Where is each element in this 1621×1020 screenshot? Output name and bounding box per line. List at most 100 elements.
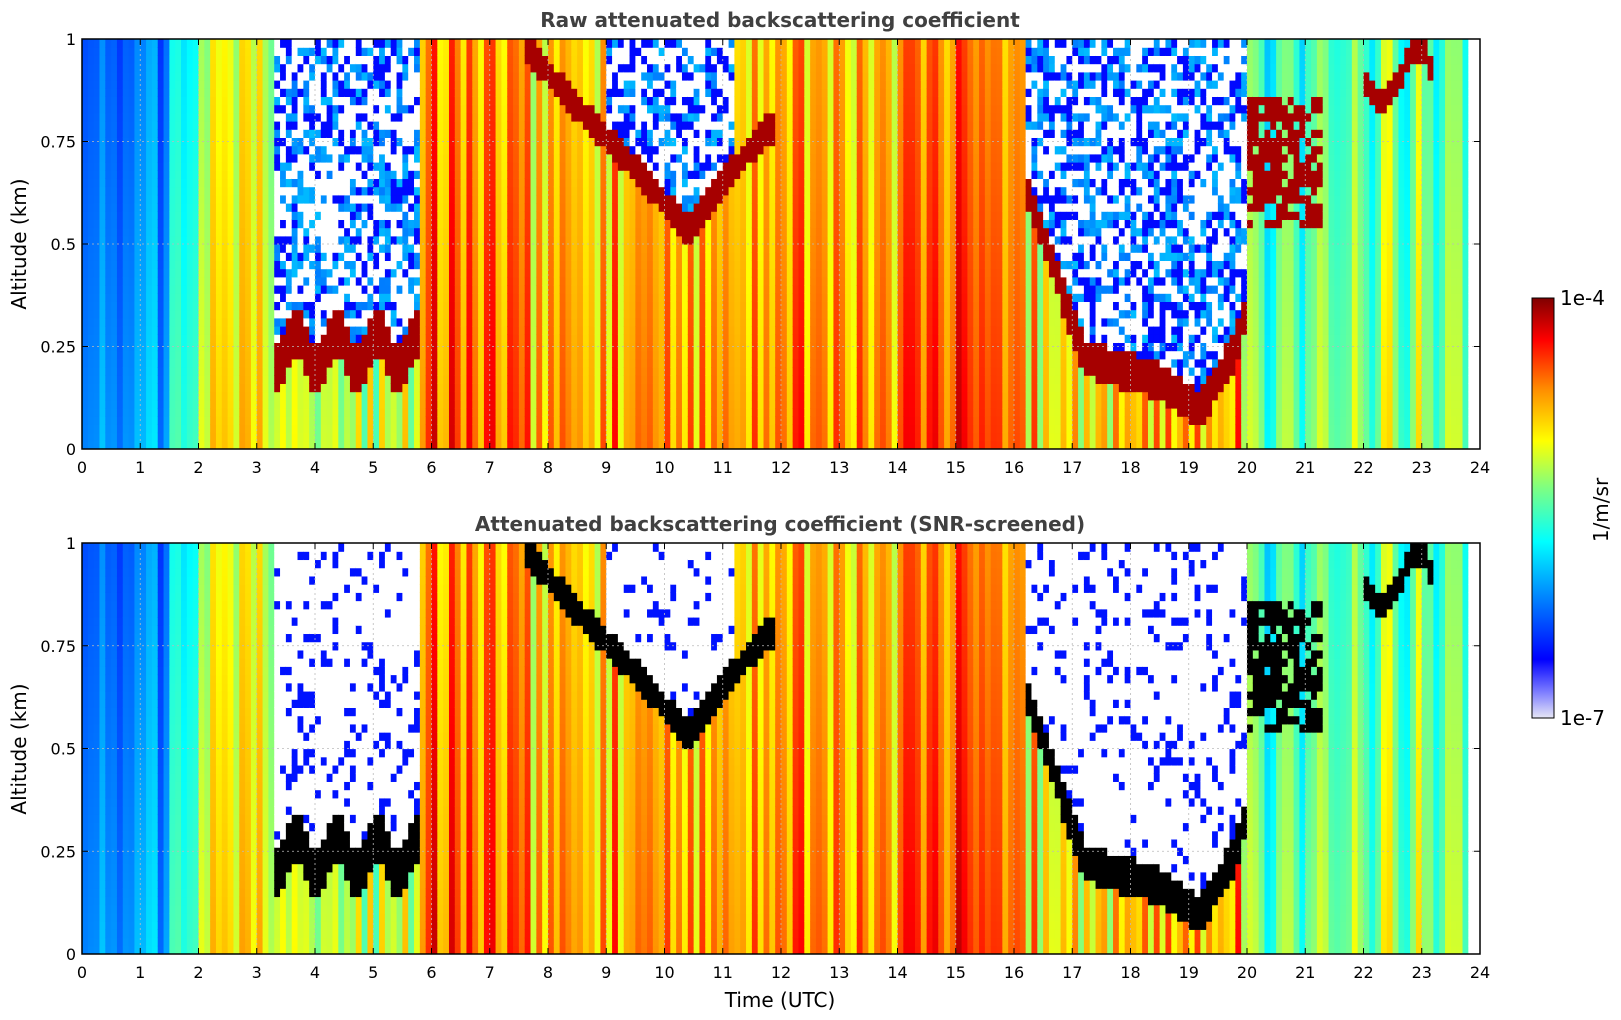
heatmap-cell (169, 408, 176, 417)
heatmap-cell (518, 211, 526, 220)
heatmap-cell (239, 334, 246, 343)
heatmap-cell (530, 252, 537, 261)
heatmap-cell (157, 153, 165, 163)
heatmap-cell (268, 440, 275, 449)
heatmap-cell (501, 96, 508, 106)
heatmap-cell (454, 285, 462, 294)
heatmap-cell (483, 293, 491, 302)
heatmap-cell (594, 55, 602, 65)
heatmap-cell (571, 96, 578, 106)
heatmap-cell (367, 88, 374, 97)
heatmap-cell (204, 358, 211, 368)
heatmap-cell (565, 227, 572, 237)
heatmap-cell (361, 137, 369, 147)
heatmap-cell (384, 367, 392, 376)
heatmap-cell (233, 104, 240, 114)
heatmap-cell (198, 80, 205, 89)
heatmap-cell (250, 63, 258, 73)
heatmap-cell (111, 367, 118, 376)
heatmap-cell (454, 375, 462, 384)
heatmap-cell (163, 104, 170, 114)
heatmap-cell (157, 104, 165, 114)
heatmap-cell (594, 276, 602, 286)
heatmap-cell (390, 268, 398, 278)
heatmap-cell (250, 367, 258, 376)
heatmap-cell (518, 334, 526, 343)
heatmap-cell (221, 383, 229, 393)
heatmap-cell (245, 276, 252, 286)
heatmap-cell (175, 55, 182, 65)
heatmap-cell (250, 227, 258, 237)
heatmap-cell (501, 432, 508, 442)
heatmap-cell (105, 104, 112, 114)
heatmap-cell (518, 63, 526, 73)
heatmap-cell (431, 47, 438, 56)
heatmap-cell (140, 88, 147, 97)
heatmap-cell (215, 145, 223, 155)
heatmap-cell (641, 342, 648, 352)
heatmap-cell (204, 285, 211, 294)
heatmap-cell (571, 121, 578, 130)
heatmap-cell (565, 268, 572, 278)
heatmap-cell (530, 367, 537, 376)
heatmap-cell (361, 268, 369, 278)
heatmap-cell (425, 71, 433, 81)
heatmap-cell (367, 432, 374, 442)
heatmap-cell (483, 260, 491, 270)
heatmap-cell (501, 178, 508, 188)
heatmap-cell (373, 358, 380, 368)
heatmap-cell (99, 399, 106, 409)
heatmap-cell (338, 391, 345, 401)
heatmap-cell (600, 424, 607, 434)
heatmap-cell (524, 104, 532, 114)
heatmap-cell (105, 309, 112, 319)
heatmap-cell (128, 367, 136, 376)
heatmap-cell (227, 88, 235, 97)
heatmap-cell (320, 326, 328, 335)
heatmap-cell (402, 301, 409, 311)
heatmap-cell (285, 317, 293, 327)
heatmap-cell (594, 260, 602, 270)
heatmap-cell (478, 367, 485, 376)
heatmap-cell (192, 80, 200, 89)
heatmap-cell (647, 63, 654, 73)
heatmap-cell (93, 309, 101, 319)
heatmap-cell (315, 219, 322, 229)
heatmap-cell (495, 55, 502, 65)
heatmap-cell (198, 227, 205, 237)
heatmap-cell (454, 96, 462, 106)
heatmap-cell (641, 88, 648, 97)
heatmap-cell (315, 235, 322, 245)
heatmap-cell (233, 145, 240, 155)
heatmap-cell (186, 137, 194, 147)
heatmap-cell (553, 153, 561, 163)
heatmap-cell (192, 408, 200, 417)
heatmap-cell (134, 268, 141, 278)
heatmap-cell (204, 350, 211, 360)
heatmap-cell (408, 145, 415, 155)
heatmap-cell (309, 367, 316, 376)
heatmap-cell (268, 55, 275, 65)
heatmap-cell (530, 350, 537, 360)
heatmap-cell (192, 186, 200, 196)
heatmap-cell (87, 367, 95, 376)
heatmap-cell (478, 326, 485, 335)
heatmap-cell (349, 194, 357, 204)
heatmap-cell (489, 96, 497, 106)
heatmap-cell (227, 276, 235, 286)
heatmap-cell (617, 399, 625, 409)
heatmap-cell (250, 408, 258, 417)
heatmap-cell (93, 268, 101, 278)
heatmap-cell (332, 375, 339, 384)
heatmap-cell (641, 293, 648, 302)
heatmap-cell (151, 268, 159, 278)
heatmap-cell (169, 39, 176, 48)
heatmap-cell (495, 416, 502, 425)
heatmap-cell (186, 211, 194, 220)
heatmap-cell (361, 153, 369, 163)
heatmap-cell (204, 391, 211, 401)
heatmap-cell (594, 317, 602, 327)
heatmap-cell (262, 367, 269, 376)
heatmap-cell (192, 145, 200, 155)
heatmap-cell (548, 375, 555, 384)
